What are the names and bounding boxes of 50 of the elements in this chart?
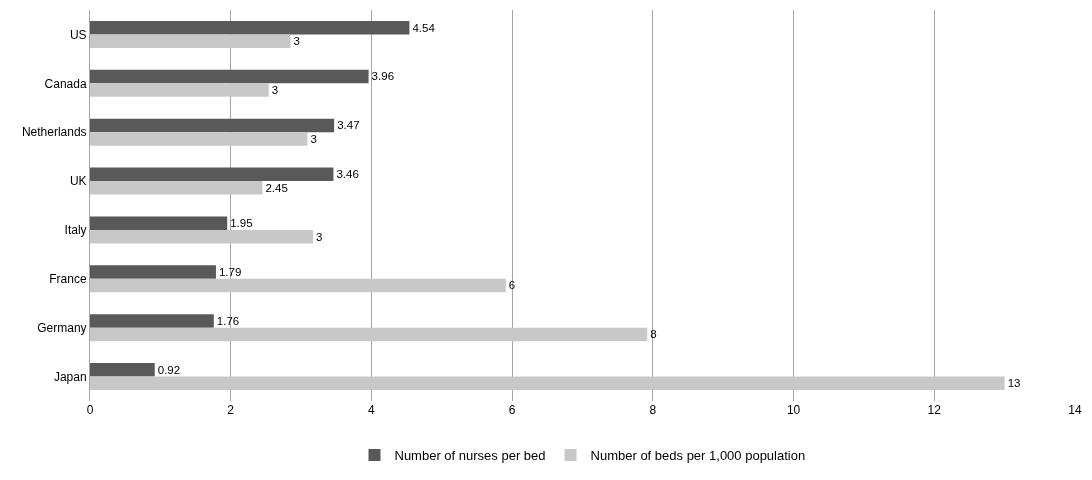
- data-label: 1.76: [216, 314, 240, 327]
- bar: [90, 132, 308, 146]
- data-label: 2.45: [265, 181, 288, 194]
- bar: [90, 216, 228, 230]
- y-tick-label: Japan: [53, 369, 87, 384]
- x-tick-label: 0: [86, 403, 94, 417]
- data-label: 1.95: [230, 217, 253, 230]
- bar: [90, 167, 334, 182]
- bar: [90, 327, 648, 342]
- data-label: 3: [316, 230, 323, 243]
- bar: [90, 118, 335, 133]
- x-tick-label: 12: [927, 403, 942, 417]
- data-label: 6: [508, 279, 516, 292]
- data-label: 8: [650, 328, 657, 341]
- bar: [90, 181, 263, 195]
- y-tick-label: UK: [69, 174, 87, 189]
- data-label: 3: [310, 132, 317, 145]
- bar: [90, 265, 216, 279]
- y-tick-label: France: [49, 272, 87, 287]
- bar: [90, 376, 1005, 390]
- legend-label: Number of nurses per bed: [394, 448, 546, 464]
- bar: [90, 314, 214, 328]
- data-label: 3.46: [336, 168, 359, 181]
- bar: [90, 69, 369, 84]
- x-tick-label: 4: [368, 403, 376, 417]
- bar: [90, 363, 155, 377]
- y-tick-label: Germany: [37, 320, 87, 335]
- x-tick-label: 14: [1068, 403, 1082, 417]
- bar: [90, 34, 291, 48]
- y-tick-label: Canada: [44, 76, 87, 91]
- y-tick-label: Italy: [64, 223, 87, 238]
- data-label: 4.54: [412, 21, 436, 34]
- data-label: 1.79: [218, 265, 242, 278]
- bar: [90, 21, 410, 35]
- data-label: 3.47: [337, 119, 360, 132]
- data-label: 3: [271, 83, 279, 96]
- bar: [90, 83, 269, 97]
- data-label: 3.96: [371, 70, 395, 83]
- data-label: 3: [293, 35, 300, 47]
- bar: [90, 278, 506, 293]
- x-tick-label: 10: [786, 403, 801, 417]
- bar: [90, 229, 314, 244]
- y-tick-label: Netherlands: [21, 125, 87, 140]
- data-label: 0.92: [157, 363, 181, 376]
- legend-label: Number of beds per 1,000 population: [590, 448, 806, 464]
- x-tick-label: 2: [227, 403, 235, 417]
- x-tick-label: 8: [649, 403, 657, 417]
- data-label: 13: [1007, 377, 1021, 390]
- y-tick-label: US: [69, 27, 87, 42]
- x-tick-label: 6: [508, 403, 516, 417]
